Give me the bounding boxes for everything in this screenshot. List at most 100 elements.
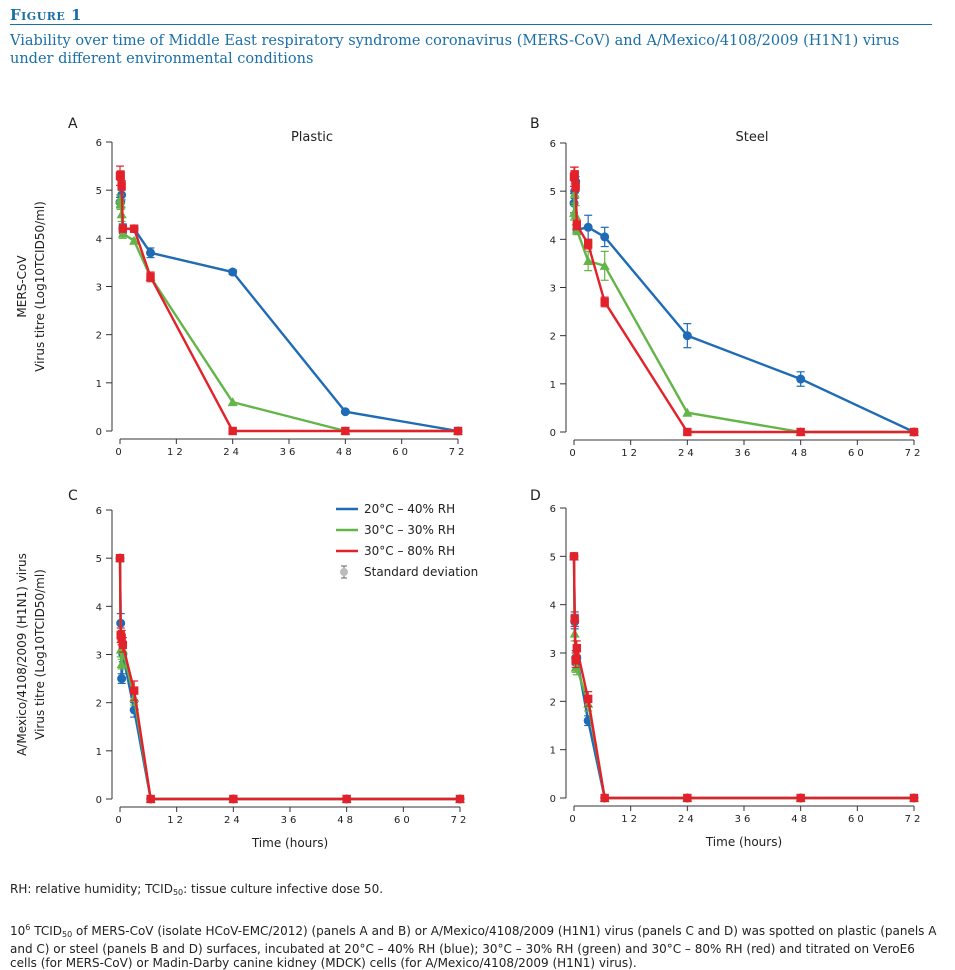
x-tick-label: 24 — [678, 814, 697, 825]
x-tick-label: 72 — [451, 815, 470, 826]
data-point — [116, 171, 125, 180]
x-tick-label: 72 — [905, 448, 924, 459]
data-point — [117, 674, 127, 684]
data-point — [453, 426, 463, 436]
data-point — [146, 272, 155, 282]
series-line — [572, 556, 914, 800]
y-tick-label: 0 — [550, 428, 556, 439]
data-point — [796, 427, 805, 437]
series-red — [569, 552, 919, 803]
y-tick-label: 4 — [550, 601, 556, 612]
data-point — [796, 374, 806, 384]
y-axis-label-line2: Virus titre (Log10TCID50/ml) — [33, 569, 47, 740]
data-point — [909, 427, 919, 437]
data-point — [683, 427, 692, 437]
x-tick-label: 60 — [848, 814, 867, 825]
x-tick-label: 0 — [115, 815, 124, 826]
panel-title: Steel — [736, 130, 769, 145]
data-point — [342, 794, 351, 804]
y-tick-label: 5 — [96, 186, 102, 197]
method-text-b: TCID — [30, 924, 62, 938]
series-line — [118, 558, 460, 801]
y-axis-label-line1: MERS-CoV — [15, 255, 29, 318]
method-superscript: 6 — [25, 923, 31, 932]
panel-letter: B — [530, 116, 540, 132]
series-blue — [115, 553, 465, 804]
y-tick-label: 2 — [96, 331, 102, 342]
series-red — [569, 166, 919, 437]
data-point — [572, 643, 582, 653]
data-point — [583, 694, 593, 704]
series-line — [572, 192, 914, 434]
x-tick-label: 48 — [791, 814, 810, 825]
data-point — [340, 407, 350, 417]
abbrev-text-b: : tissue culture infective dose 50. — [183, 882, 384, 896]
y-tick-label: 3 — [96, 283, 102, 294]
y-tick-label: 6 — [550, 504, 556, 515]
data-point — [583, 239, 593, 249]
data-point — [117, 181, 126, 190]
abbrev-text-a: RH: relative humidity; TCID — [10, 882, 173, 896]
data-point — [227, 397, 238, 407]
y-tick-label: 6 — [96, 506, 102, 517]
x-tick-label: 48 — [791, 448, 810, 459]
legend: 20°C – 40% RH 30°C – 30% RH 30°C – 80% RH S… — [336, 502, 478, 579]
data-point — [455, 794, 465, 804]
y-tick-label: 6 — [96, 138, 102, 149]
abbrev-subscript: 50 — [172, 888, 184, 897]
x-tick-label: 12 — [621, 448, 640, 459]
y-tick-label: 0 — [96, 427, 102, 438]
data-point — [571, 182, 580, 191]
data-point — [129, 686, 139, 695]
y-tick-label: 2 — [550, 697, 556, 708]
y-tick-label: 4 — [96, 602, 102, 613]
series-line — [572, 180, 915, 434]
data-point — [228, 267, 238, 277]
data-point — [116, 659, 127, 669]
y-tick-label: 0 — [96, 795, 102, 806]
data-point — [115, 553, 125, 563]
data-point — [129, 235, 140, 245]
data-point — [118, 640, 128, 650]
x-tick-label: 60 — [848, 448, 867, 459]
x-axis-label: Time (hours) — [251, 836, 328, 850]
method-subscript: 50 — [61, 930, 73, 939]
data-point — [572, 220, 582, 230]
x-tick-label: 0 — [569, 814, 578, 825]
data-point — [146, 248, 156, 258]
data-point — [583, 222, 593, 232]
legend-marker — [340, 568, 348, 576]
data-point — [146, 794, 155, 804]
x-tick-label: 36 — [735, 448, 754, 459]
data-point — [796, 793, 805, 803]
figure-title: Viability over time of Middle East respi… — [10, 33, 900, 67]
y-tick-label: 5 — [96, 554, 102, 565]
data-point — [117, 228, 128, 238]
x-tick-label: 48 — [337, 815, 356, 826]
x-tick-label: 72 — [449, 447, 468, 458]
data-point — [570, 170, 579, 179]
series-red — [115, 553, 465, 804]
y-tick-label: 5 — [550, 187, 556, 198]
series-blue — [115, 189, 463, 436]
y-tick-label: 5 — [550, 552, 556, 563]
legend-label: Standard deviation — [364, 565, 478, 579]
legend-label: 30°C – 30% RH — [364, 523, 455, 537]
y-tick-label: 1 — [550, 746, 556, 757]
series-red — [115, 165, 463, 436]
x-tick-label: 48 — [336, 447, 355, 458]
x-tick-label: 36 — [280, 447, 299, 458]
y-tick-label: 1 — [96, 747, 102, 758]
data-point — [599, 260, 610, 270]
y-tick-label: 3 — [550, 649, 556, 660]
series-green — [115, 194, 463, 435]
x-tick-label: 60 — [394, 815, 413, 826]
figure-rule — [10, 24, 932, 25]
y-tick-label: 0 — [550, 794, 556, 805]
x-tick-label: 12 — [167, 815, 186, 826]
data-point — [129, 224, 139, 233]
x-tick-label: 24 — [224, 815, 243, 826]
series-line — [118, 558, 460, 801]
